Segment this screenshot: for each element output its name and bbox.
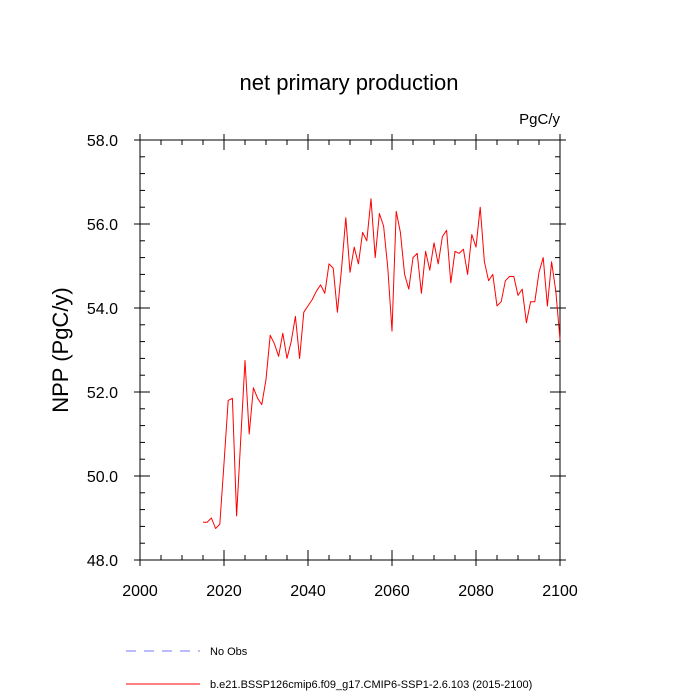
chart-title: net primary production [240,70,459,95]
y-tick-label: 48.0 [87,553,118,570]
x-tick-label: 2000 [122,583,158,600]
legend: No Obs b.e21.BSSP126cmip6.f09_g17.CMIP6-… [126,646,532,691]
legend-label-no-obs: No Obs [210,646,248,658]
y-tick-label: 58.0 [87,133,118,150]
y-axis-label: NPP (PgC/y) [48,287,73,413]
axis-ticks [134,134,566,566]
series-layer [203,198,561,529]
x-tick-label: 2060 [374,583,410,600]
y-tick-label: 56.0 [87,217,118,234]
legend-label-model: b.e21.BSSP126cmip6.f09_g17.CMIP6-SSP1-2.… [210,679,532,691]
y-tick-label: 54.0 [87,301,118,318]
y-tick-label: 50.0 [87,469,118,486]
plot-frame [139,139,561,561]
units-label: PgC/y [519,111,560,128]
x-tick-label: 2080 [458,583,494,600]
x-tick-label: 2020 [206,583,242,600]
x-tick-label: 2040 [290,583,326,600]
series-line-0 [203,198,561,529]
x-tick-label: 2100 [542,583,578,600]
axis-tick-labels: 2000 2020 2040 2060 2080 2100 48.0 50.0 52.0 54.0… [87,133,578,600]
y-tick-label: 52.0 [87,385,118,402]
